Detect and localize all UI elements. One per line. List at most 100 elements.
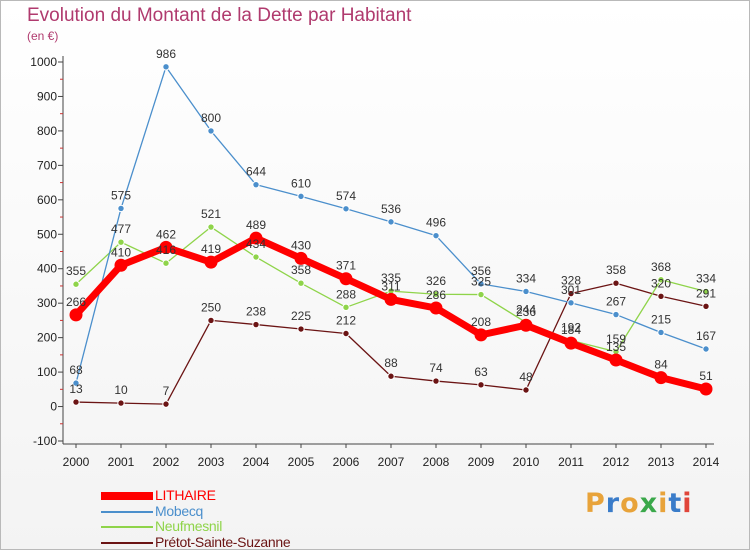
x-tick-label: 2014	[693, 455, 720, 469]
chart-title: Evolution du Montant de la Dette par Hab…	[27, 5, 412, 26]
data-label-neufmesnil: 521	[201, 207, 221, 221]
data-label-lithaire: 208	[471, 315, 491, 329]
logo-letter: t	[668, 488, 683, 519]
data-label-mobecq: 68	[69, 363, 83, 377]
data-label-pr-tot-sainte-suzanne: 238	[246, 305, 266, 319]
data-label-neufmesnil: 159	[606, 332, 626, 346]
data-point-mobecq	[657, 328, 665, 337]
data-label-pr-tot-sainte-suzanne: 328	[561, 274, 581, 288]
data-point-mobecq	[252, 180, 260, 189]
data-label-mobecq: 496	[426, 216, 446, 230]
data-label-lithaire: 489	[246, 218, 266, 232]
data-label-neufmesnil: 477	[111, 222, 131, 236]
data-point-neufmesnil	[207, 223, 215, 231]
data-label-neufmesnil: 288	[336, 287, 356, 301]
data-point-lithaire	[114, 258, 128, 272]
data-point-mobecq	[117, 204, 125, 213]
y-tick-label: 800	[37, 124, 57, 138]
data-point-mobecq	[432, 231, 440, 240]
y-tick-label: 700	[37, 158, 57, 172]
data-label-neufmesnil: 334	[696, 271, 716, 285]
data-label-neufmesnil: 325	[471, 275, 491, 289]
data-label-lithaire: 84	[654, 358, 668, 372]
data-label-mobecq: 215	[651, 312, 671, 326]
data-label-neufmesnil: 434	[246, 237, 266, 251]
data-label-neufmesnil: 192	[561, 320, 581, 334]
data-point-mobecq	[477, 280, 485, 288]
logo-letter: P	[585, 488, 606, 519]
data-point-neufmesnil	[432, 290, 440, 298]
x-tick-label: 2001	[108, 455, 135, 469]
data-point-lithaire	[204, 255, 218, 269]
data-point-pr-tot-sainte-suzanne	[117, 399, 125, 407]
data-point-lithaire	[69, 308, 83, 322]
data-point-mobecq	[72, 379, 80, 387]
data-point-lithaire	[384, 292, 398, 306]
y-tick-label: 200	[37, 331, 57, 345]
data-label-mobecq: 574	[336, 189, 356, 203]
data-label-neufmesnil: 355	[66, 264, 86, 278]
data-point-lithaire	[474, 328, 488, 342]
legend-label: Prétot-Sainte-Suzanne	[155, 533, 291, 550]
logo-letter: r	[605, 488, 621, 519]
data-label-mobecq: 356	[471, 264, 491, 278]
x-tick-label: 2007	[378, 455, 405, 469]
data-label-mobecq: 800	[201, 111, 221, 125]
data-point-mobecq	[702, 345, 710, 353]
data-label-pr-tot-sainte-suzanne: 74	[429, 361, 443, 375]
data-label-pr-tot-sainte-suzanne: 10	[114, 383, 128, 397]
data-label-pr-tot-sainte-suzanne: 7	[163, 384, 170, 398]
data-label-pr-tot-sainte-suzanne: 320	[651, 276, 671, 290]
data-point-lithaire	[609, 353, 623, 367]
data-point-mobecq	[387, 218, 395, 226]
x-tick-label: 2008	[423, 455, 450, 469]
logo-letter: i	[658, 488, 669, 519]
data-label-lithaire: 184	[561, 323, 581, 337]
data-point-neufmesnil	[702, 287, 710, 296]
data-point-pr-tot-sainte-suzanne	[297, 325, 305, 333]
data-point-lithaire	[654, 371, 668, 385]
x-tick-label: 2006	[333, 455, 360, 469]
data-label-mobecq: 644	[246, 165, 266, 179]
data-label-pr-tot-sainte-suzanne: 13	[69, 382, 83, 396]
data-point-pr-tot-sainte-suzanne	[477, 381, 485, 389]
legend-label: LITHAIRE	[155, 487, 216, 503]
data-label-neufmesnil: 358	[291, 263, 311, 277]
x-tick-label: 2002	[153, 455, 180, 469]
legend-label: Neufmesnil	[155, 518, 223, 534]
data-point-mobecq	[207, 127, 215, 135]
x-tick-label: 2010	[513, 455, 540, 469]
legend-label: Mobecq	[155, 502, 204, 519]
logo-letter: i	[682, 488, 693, 519]
x-tick-label: 2012	[603, 455, 630, 469]
data-point-lithaire	[699, 382, 713, 396]
data-label-pr-tot-sainte-suzanne: 48	[519, 370, 533, 384]
data-label-lithaire: 462	[156, 227, 176, 241]
data-label-pr-tot-sainte-suzanne: 225	[291, 309, 311, 323]
data-point-pr-tot-sainte-suzanne	[702, 302, 710, 310]
data-label-pr-tot-sainte-suzanne: 88	[384, 356, 398, 370]
proxiti-logo: Proxiti	[585, 488, 693, 519]
data-point-pr-tot-sainte-suzanne	[612, 279, 620, 287]
data-point-mobecq	[522, 287, 530, 296]
data-point-pr-tot-sainte-suzanne	[387, 372, 395, 380]
x-tick-label: 2011	[558, 455, 584, 469]
data-label-neufmesnil: 368	[651, 260, 671, 274]
data-point-lithaire	[249, 231, 263, 245]
y-tick-label: 100	[37, 365, 57, 379]
data-label-neufmesnil: 244	[516, 302, 536, 316]
y-tick-label: -100	[33, 434, 57, 448]
data-point-pr-tot-sainte-suzanne	[432, 377, 440, 385]
data-label-mobecq: 167	[696, 329, 716, 343]
data-label-neufmesnil: 326	[426, 274, 446, 288]
data-point-lithaire	[519, 318, 533, 332]
data-label-lithaire: 430	[291, 238, 311, 252]
legend-swatch	[101, 541, 153, 544]
data-label-lithaire: 266	[66, 295, 86, 309]
x-tick-label: 2003	[198, 455, 225, 469]
data-point-pr-tot-sainte-suzanne	[207, 316, 215, 325]
data-point-pr-tot-sainte-suzanne	[72, 398, 80, 406]
data-point-mobecq	[297, 192, 305, 201]
x-tick-label: 2000	[63, 455, 90, 469]
